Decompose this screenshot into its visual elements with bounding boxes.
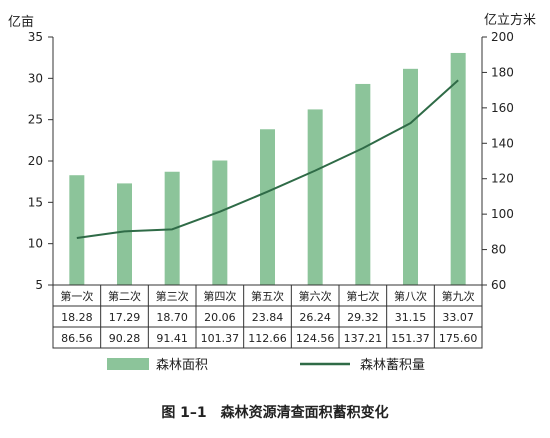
table-area-value: 20.06 bbox=[204, 311, 236, 324]
table-border bbox=[52, 284, 483, 349]
table-stock-value: 151.37 bbox=[391, 332, 430, 345]
y-right-tick-label: 60 bbox=[491, 278, 506, 292]
y-left-tick-label: 5 bbox=[35, 278, 43, 292]
bar-forest-area bbox=[260, 129, 275, 285]
table-category-label: 第二次 bbox=[108, 289, 141, 303]
y-left-tick-label: 15 bbox=[28, 195, 43, 209]
table-stock-value: 112.66 bbox=[248, 332, 287, 345]
table-area-value: 23.84 bbox=[252, 311, 284, 324]
legend-label-forest-area: 森林面积 bbox=[156, 358, 208, 373]
table-category-label: 第四次 bbox=[203, 289, 236, 303]
legend-swatch-forest-area bbox=[107, 358, 149, 370]
table-category-label: 第六次 bbox=[299, 289, 332, 303]
table-stock-value: 137.21 bbox=[344, 332, 383, 345]
y-left-tick-label: 20 bbox=[28, 154, 43, 168]
bar-forest-area bbox=[117, 183, 132, 285]
figure-caption: 图 1–1 森林资源清查面积蓄积变化 bbox=[161, 404, 388, 421]
table-stock-value: 90.28 bbox=[109, 332, 141, 345]
table-area-value: 33.07 bbox=[442, 311, 474, 324]
table-category-label: 第七次 bbox=[346, 289, 379, 303]
bar-forest-area bbox=[355, 83, 371, 285]
table-stock-value: 175.60 bbox=[439, 332, 478, 345]
table-category-label: 第八次 bbox=[394, 289, 427, 303]
table-category-label: 第三次 bbox=[156, 289, 189, 303]
table-area-value: 18.28 bbox=[61, 311, 93, 324]
data-table: 第一次 18.28 86.56 第二次 17.29 90.28 第三次 18.70 91.41 第… bbox=[52, 284, 483, 349]
y-axis-left-label: 亿亩 bbox=[8, 14, 34, 30]
table-category-label: 第一次 bbox=[60, 289, 93, 303]
table-area-value: 31.15 bbox=[395, 311, 427, 324]
table-stock-value: 91.41 bbox=[156, 332, 188, 345]
table-area-value: 18.70 bbox=[156, 311, 188, 324]
line-group bbox=[76, 79, 459, 239]
y-right-tick-label: 100 bbox=[491, 207, 514, 221]
table-stock-value: 101.37 bbox=[201, 332, 240, 345]
y-left-tick-label: 30 bbox=[28, 71, 43, 85]
y-right-tick-label: 200 bbox=[491, 30, 514, 44]
bar-forest-area bbox=[212, 160, 228, 285]
table-area-value: 29.32 bbox=[347, 311, 379, 324]
legend: 森林面积 森林蓄积量 bbox=[107, 358, 425, 373]
legend-label-forest-stock: 森林蓄积量 bbox=[360, 358, 425, 373]
bar-forest-area bbox=[307, 109, 323, 285]
y-right-tick-label: 80 bbox=[491, 243, 506, 257]
y-axis-right-label: 亿立方米 bbox=[484, 12, 536, 28]
axes-group: 5 10 15 20 25 30 35 60 80 100 120 140 160 180 200 bbox=[28, 30, 514, 292]
table-stock-value: 86.56 bbox=[61, 332, 93, 345]
bar-forest-area bbox=[69, 175, 85, 285]
y-right-tick-label: 160 bbox=[491, 101, 514, 115]
bar-forest-area bbox=[450, 52, 466, 285]
table-category-label: 第九次 bbox=[442, 289, 475, 303]
table-category-label: 第五次 bbox=[251, 289, 284, 303]
y-left-tick-label: 25 bbox=[28, 113, 43, 127]
y-right-tick-label: 120 bbox=[491, 172, 514, 186]
bars-group bbox=[69, 52, 466, 286]
y-right-tick-label: 140 bbox=[491, 136, 514, 150]
y-left-tick-label: 10 bbox=[28, 237, 43, 251]
y-left-tick-label: 35 bbox=[28, 30, 43, 44]
y-right-tick-label: 180 bbox=[491, 65, 514, 79]
table-area-value: 17.29 bbox=[109, 311, 141, 324]
table-stock-value: 124.56 bbox=[296, 332, 335, 345]
table-area-value: 26.24 bbox=[299, 311, 331, 324]
line-forest-stock bbox=[76, 79, 459, 239]
bar-forest-area bbox=[403, 68, 418, 286]
